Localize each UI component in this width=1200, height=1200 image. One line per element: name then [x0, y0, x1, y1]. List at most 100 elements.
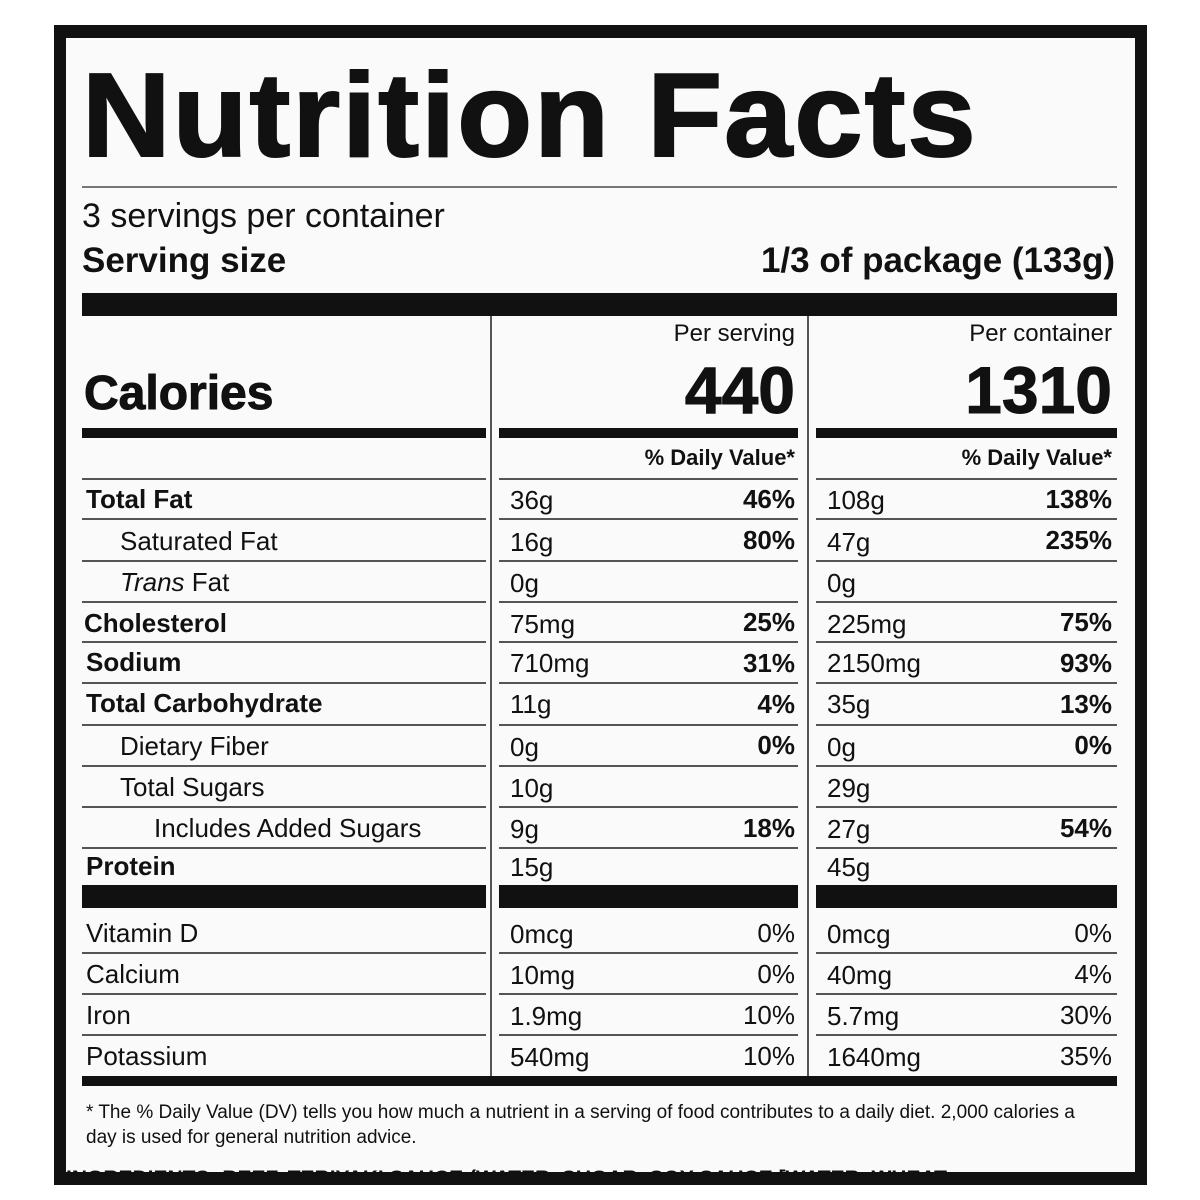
row-rule	[499, 641, 798, 643]
row-rule	[499, 806, 798, 808]
calories-rule-left	[82, 428, 486, 438]
title-rule	[82, 186, 1117, 188]
nutrient-name-saturated-fat: Saturated Fat	[120, 526, 278, 556]
vitamin-name-calcium: Calcium	[86, 959, 180, 989]
row-rule	[499, 847, 798, 849]
servings-per-container: 3 servings per container	[82, 197, 445, 235]
amount-container-cholesterol: 225mg	[827, 609, 907, 639]
label-panel	[66, 38, 1135, 1172]
calories-per-container: 1310	[965, 353, 1113, 427]
amount-container-iron: 5.7mg	[827, 1001, 900, 1031]
thick-rule-vitamins-mid	[499, 885, 798, 908]
row-rule	[816, 806, 1117, 808]
trans-rest: Fat	[184, 567, 230, 597]
row-rule	[499, 518, 798, 520]
row-rule	[82, 560, 486, 562]
amount-serving-potassium: 540mg	[510, 1042, 590, 1072]
row-rule	[82, 847, 486, 849]
amount-serving-total-carbohydrate: 11g	[510, 689, 552, 719]
pct-serving-cholesterol: 25%	[742, 607, 795, 637]
row-rule	[816, 560, 1117, 562]
pct-serving-total-carbohydrate: 4%	[757, 689, 795, 719]
row-rule	[82, 952, 486, 954]
nutrient-name-trans-fat: Trans Fat	[120, 569, 229, 595]
pct-container-iron: 30%	[1059, 1000, 1112, 1030]
row-rule	[816, 601, 1117, 603]
row-rule	[499, 560, 798, 562]
pct-container-cholesterol: 75%	[1059, 607, 1112, 637]
per-container-header: Per container	[969, 320, 1112, 347]
row-rule	[82, 641, 486, 643]
per-serving-header: Per serving	[673, 320, 795, 347]
column-divider-2	[807, 316, 809, 1078]
nutrient-name-cholesterol: Cholesterol	[84, 608, 228, 638]
pct-serving-sodium: 31%	[742, 648, 795, 678]
pct-container-calcium: 4%	[1074, 959, 1112, 989]
row-rule	[816, 641, 1117, 643]
row-rule	[816, 993, 1117, 995]
row-rule	[82, 518, 486, 520]
amount-container-sodium: 2150mg	[827, 648, 921, 678]
row-rule	[499, 765, 798, 767]
pct-serving-dietary-fiber: 0%	[757, 730, 795, 760]
amount-container-potassium: 1640mg	[827, 1042, 921, 1072]
amount-serving-total-sugars: 10g	[510, 773, 554, 803]
pct-serving-potassium: 10%	[742, 1041, 795, 1071]
label-title: Nutrition Facts	[81, 49, 978, 182]
amount-container-trans-fat: 0g	[827, 568, 856, 598]
vitamin-name-vitamin-d: Vitamin D	[86, 918, 199, 948]
row-rule	[499, 1034, 798, 1036]
nutrient-name-total-sugars: Total Sugars	[120, 772, 265, 802]
column-divider-1	[490, 316, 492, 1078]
row-rule	[499, 952, 798, 954]
ingredients-text-cutoff: INGREDIENTS: BEEF, TERIYAKI SAUCE (WATER…	[66, 1168, 947, 1182]
nutrient-name-dietary-fiber: Dietary Fiber	[120, 731, 269, 761]
amount-serving-added-sugars: 9g	[510, 814, 539, 844]
nutrient-name-total-fat: Total Fat	[86, 484, 193, 514]
amount-serving-vitamin-d: 0mcg	[510, 919, 574, 949]
row-rule	[499, 993, 798, 995]
vitamin-name-potassium: Potassium	[86, 1041, 208, 1071]
calories-rule-right	[816, 428, 1117, 438]
pct-container-total-fat: 138%	[1045, 484, 1113, 514]
row-rule	[82, 1034, 486, 1036]
pct-serving-added-sugars: 18%	[742, 813, 795, 843]
row-rule	[499, 601, 798, 603]
thick-rule-bottom	[82, 1076, 1117, 1086]
amount-serving-calcium: 10mg	[510, 960, 576, 990]
pct-serving-calcium: 0%	[757, 959, 795, 989]
amount-serving-cholesterol: 75mg	[510, 609, 576, 639]
daily-value-header-container: % Daily Value*	[961, 445, 1112, 470]
pct-container-added-sugars: 54%	[1059, 813, 1112, 843]
amount-container-total-sugars: 29g	[827, 773, 871, 803]
pct-container-dietary-fiber: 0%	[1074, 730, 1112, 760]
row-rule	[816, 1034, 1117, 1036]
pct-container-sodium: 93%	[1059, 648, 1112, 678]
row-rule	[82, 682, 486, 684]
pct-container-total-carbohydrate: 13%	[1059, 689, 1112, 719]
serving-size-value: 1/3 of package (133g)	[760, 241, 1115, 280]
trans-italic: Trans	[120, 567, 185, 597]
row-rule	[816, 682, 1117, 684]
amount-container-total-carbohydrate: 35g	[827, 689, 871, 719]
calories-rule-mid	[499, 428, 798, 438]
amount-serving-trans-fat: 0g	[510, 568, 539, 598]
amount-container-total-fat: 108g	[827, 485, 885, 515]
row-rule	[816, 765, 1117, 767]
pct-serving-iron: 10%	[742, 1000, 795, 1030]
pct-container-potassium: 35%	[1059, 1041, 1112, 1071]
row-rule	[499, 724, 798, 726]
thick-rule-vitamins-right	[816, 885, 1117, 908]
nutrient-name-added-sugars: Includes Added Sugars	[154, 813, 422, 843]
amount-container-protein: 45g	[827, 852, 871, 882]
amount-container-saturated-fat: 47g	[827, 527, 871, 557]
daily-value-header-serving: % Daily Value*	[644, 445, 795, 470]
vitamin-name-iron: Iron	[86, 1000, 131, 1030]
pct-serving-saturated-fat: 80%	[742, 525, 795, 555]
row-rule	[82, 806, 486, 808]
row-rule	[816, 724, 1117, 726]
row-rule	[816, 847, 1117, 849]
nutrient-name-total-carbohydrate: Total Carbohydrate	[86, 688, 323, 718]
row-rule	[499, 682, 798, 684]
thick-rule-top	[82, 293, 1117, 316]
